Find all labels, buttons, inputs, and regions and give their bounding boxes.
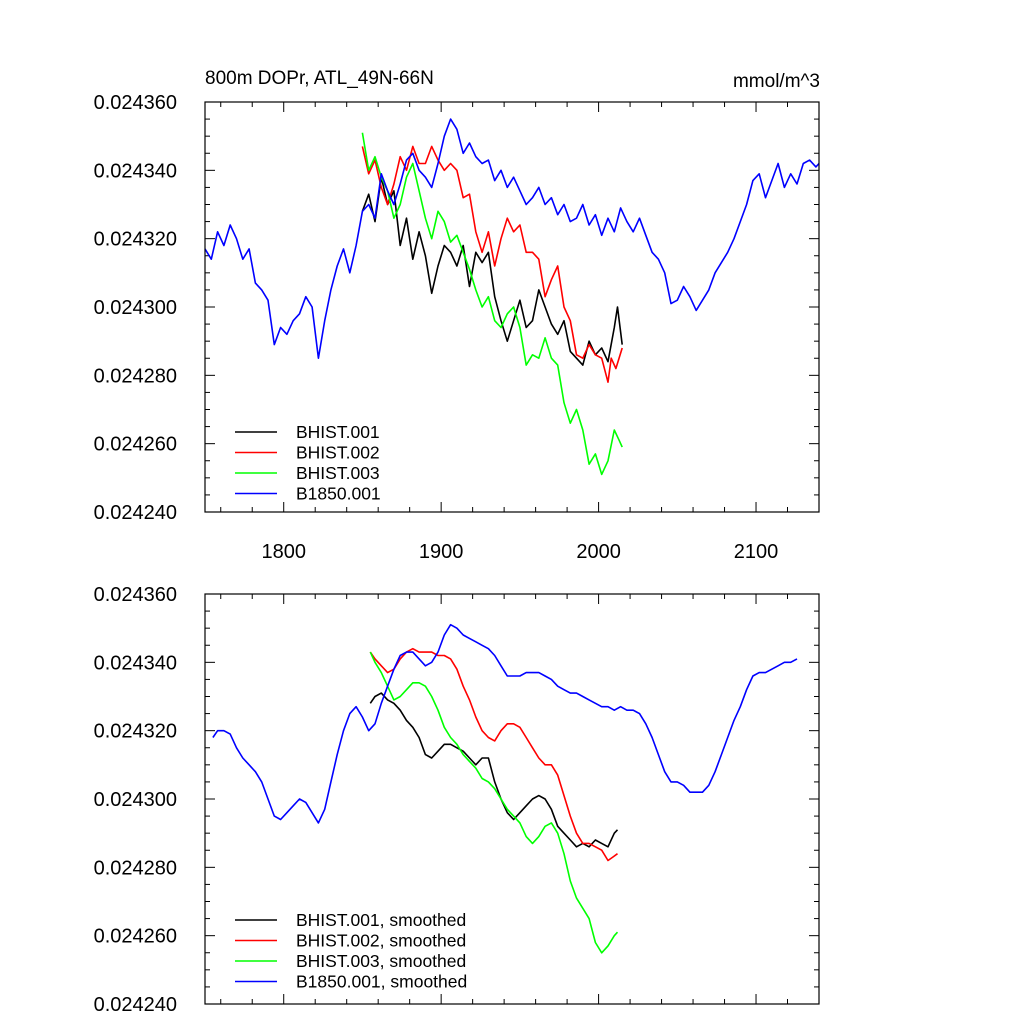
y-tick-label: 0.024300: [94, 297, 177, 319]
y-tick-label: 0.024320: [94, 721, 177, 743]
legend-label: BHIST.001, smoothed: [296, 910, 466, 930]
y-tick-label: 0.024340: [94, 652, 177, 674]
series-line: [369, 692, 619, 848]
bottom-panel-frame: [204, 593, 820, 1005]
series-line: [212, 623, 798, 824]
top-panel-xtick-labels: 1800 1900 2000 2100: [261, 541, 778, 563]
top-panel-ytick-labels: 0.024360 0.024340 0.024320 0.024300 0.024280…: [94, 92, 177, 524]
x-tick-label: 1900: [419, 541, 464, 563]
y-tick-label: 0.024280: [94, 365, 177, 387]
legend-label: B1850.001: [296, 484, 381, 504]
y-tick-label: 0.024280: [94, 857, 177, 879]
top-panel: 800m DOPr, ATL_49N-66N mmol/m^3 0.024360…: [94, 68, 820, 563]
legend-label: BHIST.003: [296, 463, 380, 483]
series-line: [361, 145, 623, 383]
series-line: [361, 132, 623, 476]
x-tick-label: 2000: [576, 541, 621, 563]
y-tick-label: 0.024300: [94, 789, 177, 811]
x-tick-label: 2100: [734, 541, 779, 563]
y-tick-label: 0.024360: [94, 584, 177, 606]
y-tick-label: 0.024260: [94, 926, 177, 948]
series-line: [204, 118, 820, 359]
legend-label: BHIST.002: [296, 443, 380, 463]
x-tick-label: 1800: [261, 541, 306, 563]
y-tick-label: 0.024340: [94, 160, 177, 182]
y-tick-label: 0.024240: [94, 502, 177, 524]
series-line: [369, 647, 618, 862]
top-panel-frame: [204, 101, 820, 513]
legend-label: BHIST.001: [296, 422, 380, 442]
series-line: [361, 176, 623, 366]
y-tick-label: 0.024360: [94, 92, 177, 114]
bottom-panel: 0.024360 0.024340 0.024320 0.024300 0.024280…: [94, 584, 820, 1016]
legend-label: B1850.001, smoothed: [296, 972, 467, 992]
top-panel-ticks: [205, 101, 820, 513]
top-panel-units: mmol/m^3: [733, 71, 820, 92]
y-tick-label: 0.024260: [94, 434, 177, 456]
legend-label: BHIST.002, smoothed: [296, 931, 466, 951]
bottom-panel-series: [212, 623, 798, 954]
y-tick-label: 0.024320: [94, 229, 177, 251]
series-line: [369, 651, 619, 954]
y-tick-label: 0.024240: [94, 994, 177, 1016]
bottom-panel-ytick-labels: 0.024360 0.024340 0.024320 0.024300 0.024280…: [94, 584, 177, 1016]
top-panel-title: 800m DOPr, ATL_49N-66N: [205, 68, 434, 89]
legend-label: BHIST.003, smoothed: [296, 951, 466, 971]
top-panel-series: [204, 118, 820, 476]
